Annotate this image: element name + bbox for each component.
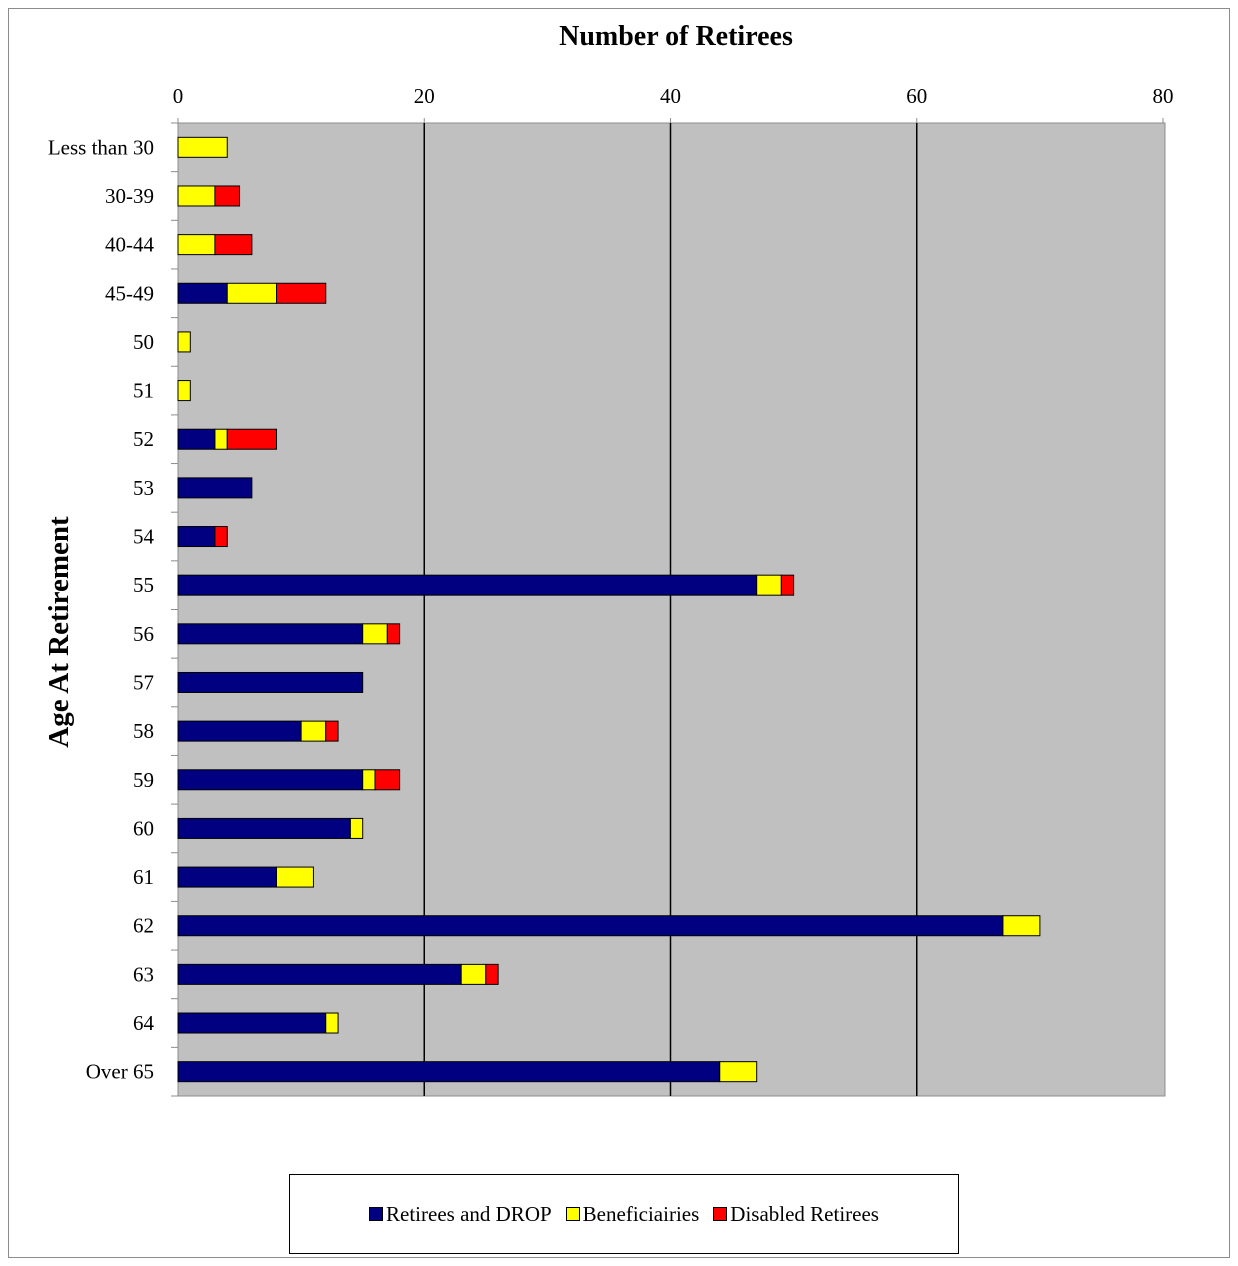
legend-label: Disabled Retirees xyxy=(730,1201,879,1226)
bar-segment xyxy=(386,623,401,645)
legend-swatch xyxy=(565,1207,580,1221)
bar-segment xyxy=(325,1012,339,1034)
y-tick-label: 58 xyxy=(133,719,154,743)
legend-item: Disabled Retirees xyxy=(713,1202,879,1227)
y-tick-label: 53 xyxy=(133,476,154,500)
y-tick-label: 60 xyxy=(133,816,154,840)
legend-label: Retirees and DROP xyxy=(386,1201,552,1226)
bar-segment xyxy=(325,720,339,742)
bar-segment xyxy=(362,769,376,791)
bar-segment xyxy=(214,526,228,548)
y-tick-label: Less than 30 xyxy=(48,135,154,159)
bar-segment xyxy=(177,185,216,207)
bar-segment xyxy=(177,817,351,839)
legend: Retirees and DROP Beneficiairies Disabled … xyxy=(289,1174,959,1254)
y-axis-title: Age At Retirement xyxy=(43,516,75,748)
chart-title: Number of Retirees xyxy=(559,21,793,52)
bar-segment xyxy=(276,866,314,888)
bar-segment xyxy=(460,963,487,985)
chart-frame xyxy=(8,8,1230,1258)
y-tick-label: 51 xyxy=(133,379,154,403)
bar-segment xyxy=(1002,915,1041,937)
bar-segment xyxy=(177,282,228,304)
bar-segment xyxy=(177,671,364,693)
x-tick-label: 20 xyxy=(414,84,435,108)
bar-segment xyxy=(177,915,1004,937)
legend-item: Retirees and DROP xyxy=(369,1202,552,1227)
bar-segment xyxy=(177,234,216,256)
bar-segment xyxy=(756,574,782,596)
bar-segment xyxy=(177,428,216,450)
x-tick-label: 60 xyxy=(906,84,927,108)
y-tick-label: 61 xyxy=(133,865,154,889)
y-tick-label: 50 xyxy=(133,330,154,354)
bar-segment xyxy=(177,866,277,888)
y-tick-label: 64 xyxy=(133,1011,155,1035)
x-tick-label: 0 xyxy=(173,84,184,108)
bar-segment xyxy=(177,526,216,548)
plot-area xyxy=(177,122,1166,1097)
bar-segment xyxy=(214,428,228,450)
bar-segment xyxy=(177,769,364,791)
y-tick-label: 52 xyxy=(133,427,154,451)
bar-segment xyxy=(177,574,758,596)
bar-segment xyxy=(485,963,499,985)
legend-swatch xyxy=(713,1207,728,1221)
y-tick-label: 55 xyxy=(133,573,154,597)
y-tick-label: Over 65 xyxy=(86,1060,154,1084)
bar-segment xyxy=(177,477,253,499)
bar-segment xyxy=(349,817,364,839)
bar-segment xyxy=(780,574,795,596)
y-tick-label: 63 xyxy=(133,962,154,986)
legend-item: Beneficiairies xyxy=(565,1201,700,1227)
y-tick-label: 40-44 xyxy=(105,233,154,257)
y-axis-ticks: Less than 30 30-39 40-44 45-49 50 51 52 53 54 55 5… xyxy=(48,122,178,1097)
bar-segment xyxy=(177,380,191,402)
legend-label: Beneficiairies xyxy=(582,1201,700,1226)
y-tick-label: 54 xyxy=(133,525,155,549)
bar-segment xyxy=(214,234,253,256)
bar-segment xyxy=(177,720,302,742)
y-tick-label: 56 xyxy=(133,622,154,646)
y-tick-label: 62 xyxy=(133,914,154,938)
legend-swatch xyxy=(369,1207,384,1221)
bar-segment xyxy=(374,769,401,791)
bars xyxy=(177,136,1041,1083)
x-tick-label: 80 xyxy=(1153,84,1174,108)
x-axis-ticks: 0 20 40 60 80 xyxy=(173,84,1174,123)
bar-segment xyxy=(177,331,191,353)
y-tick-label: 57 xyxy=(133,670,154,694)
bar-segment xyxy=(276,282,327,304)
x-tick-label: 40 xyxy=(660,84,681,108)
bar-segment xyxy=(226,282,277,304)
bar-segment xyxy=(362,623,388,645)
bar-segment xyxy=(177,136,228,158)
bar-segment xyxy=(177,1012,327,1034)
bar-segment xyxy=(214,185,241,207)
bar-segment xyxy=(177,623,364,645)
bar-segment xyxy=(719,1061,758,1083)
bar-segment xyxy=(177,1061,721,1083)
bar-segment xyxy=(177,963,462,985)
bar-segment xyxy=(226,428,277,450)
y-tick-label: 59 xyxy=(133,768,154,792)
y-tick-label: 30-39 xyxy=(105,184,154,208)
bar-segment xyxy=(300,720,327,742)
y-tick-label: 45-49 xyxy=(105,281,154,305)
